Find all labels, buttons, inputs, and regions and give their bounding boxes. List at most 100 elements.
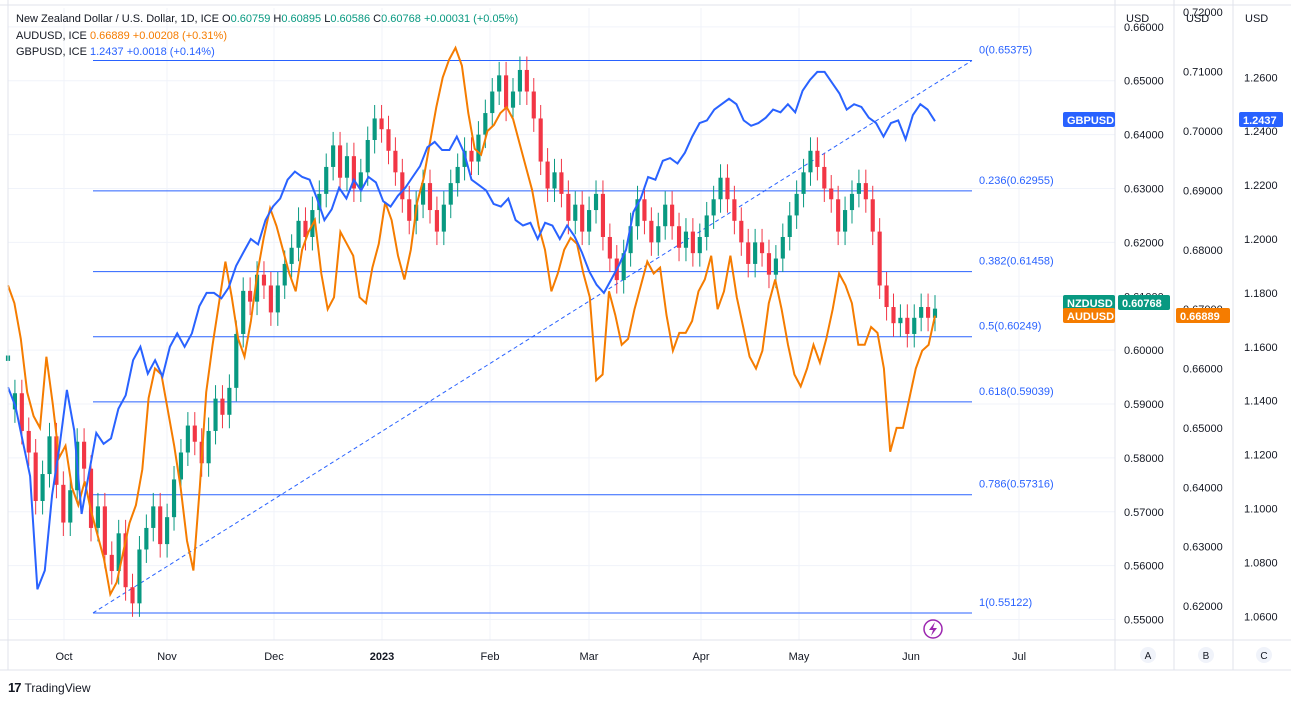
candle-body: [434, 210, 439, 232]
candle-body: [158, 506, 163, 545]
candle-body: [386, 129, 391, 151]
axis-b-tick: 0.71000: [1183, 67, 1223, 79]
axis-c-tick: 1.1200: [1244, 450, 1278, 462]
candle-body: [932, 308, 938, 318]
axis-c-tick: 1.2000: [1244, 234, 1278, 246]
aud-value-tag-text: 0.66889: [1180, 311, 1220, 323]
axis-b-tick: 0.63000: [1183, 542, 1223, 554]
axis-unit-label: USD: [1126, 13, 1149, 25]
candle-body: [469, 150, 474, 162]
axis-c-tick: 1.0600: [1244, 611, 1278, 623]
gbp-value-tag-text: 1.2437: [1243, 115, 1277, 127]
flash-icon[interactable]: [923, 619, 943, 639]
candle-body: [303, 220, 308, 237]
candle-body: [593, 193, 599, 211]
candle-body: [234, 333, 239, 388]
tradingview-logo: 17: [8, 680, 22, 695]
tradingview-brand-text: TradingView: [24, 680, 91, 695]
legend-nzd-l-label: L: [324, 13, 331, 25]
candle-body: [829, 188, 834, 200]
candle-body: [919, 307, 924, 318]
candle-body: [725, 177, 730, 200]
candle-body: [137, 549, 142, 604]
axis-c-tick: 1.1000: [1244, 503, 1278, 515]
audusd-line: [7, 45, 936, 598]
legend-audusd[interactable]: AUDUSD, ICE 0.66889 +0.00208 (+0.31%): [16, 28, 518, 45]
scale-mode-letter: B: [1203, 651, 1210, 662]
legend-nzd-o-label: O: [222, 13, 231, 25]
candle-body: [794, 193, 799, 216]
nzd-name-tag-text: NZDUSD: [1067, 298, 1113, 310]
candle-body: [649, 220, 654, 243]
legend-nzd-close: 0.60768: [381, 13, 421, 25]
axis-b-tick: 0.62000: [1183, 601, 1223, 613]
price-axes[interactable]: USD USD USD0.660000.650000.640000.630000.6…: [1124, 7, 1278, 663]
axis-a-tick: 0.60000: [1124, 345, 1164, 357]
grid-lines: [8, 8, 1115, 640]
axis-b-tick: 0.68000: [1183, 245, 1223, 257]
time-tick: Oct: [55, 651, 72, 663]
candle-body: [351, 156, 356, 189]
candle-body: [926, 307, 931, 318]
candle-body: [476, 134, 481, 162]
scale-mode-button: [1140, 647, 1156, 663]
nzd-value-tag-text: 0.60768: [1122, 298, 1162, 310]
fib-level-label: 0.5(0.60249): [979, 321, 1041, 333]
axis-b-tick: 0.69000: [1183, 185, 1223, 197]
axis-c-tick: 1.1800: [1244, 288, 1278, 300]
axis-b-tick: 0.65000: [1183, 423, 1223, 435]
aud-name-tag-bg: [1063, 308, 1115, 323]
candle-body: [531, 91, 536, 119]
axis-c-tick: 1.2400: [1244, 126, 1278, 138]
legend-nzdusd[interactable]: New Zealand Dollar / U.S. Dollar, 1D, IC…: [16, 11, 518, 28]
candle-body: [628, 226, 633, 254]
candle-body: [372, 118, 377, 141]
fib-level-label: 0(0.65375): [979, 45, 1032, 57]
candle-body: [248, 290, 253, 302]
candle-body: [732, 199, 737, 221]
candle-body: [441, 204, 446, 232]
candle-body: [254, 274, 260, 302]
scale-mode-button: [1256, 647, 1272, 663]
candle-body: [683, 231, 689, 248]
axis-a-tick: 0.66000: [1124, 22, 1164, 34]
candle-body: [289, 247, 294, 264]
candle-body: [849, 193, 855, 211]
tradingview-branding[interactable]: 17 TradingView: [8, 680, 91, 695]
trend-line[interactable]: [92, 60, 973, 614]
candle-body: [517, 69, 523, 92]
legend-nzd-low: 0.60586: [330, 13, 371, 25]
candle-body: [898, 317, 903, 324]
axis-b-tick: 0.70000: [1183, 126, 1223, 138]
candle-body: [670, 204, 675, 227]
aud-name-tag-text: AUDUSD: [1067, 311, 1114, 323]
candle-body: [227, 387, 232, 415]
audusd-series-line: [7, 45, 936, 598]
candle-body: [95, 506, 101, 528]
candle-body: [192, 425, 197, 442]
gbp-name-tag-bg: [1063, 112, 1115, 127]
legend-gbpusd[interactable]: GBPUSD, ICE 1.2437 +0.0018 (+0.14%): [16, 44, 518, 61]
nzd-name-tag-bg: [1063, 295, 1115, 310]
time-tick: Nov: [157, 651, 177, 663]
candle-body: [116, 533, 121, 572]
fib-level-label: 0.236(0.62955): [979, 175, 1054, 187]
scale-mode-letter: C: [1260, 651, 1267, 662]
axis-a-tick: 0.62000: [1124, 237, 1164, 249]
candle-body: [815, 150, 820, 167]
candle-body: [393, 150, 398, 173]
time-tick: Jun: [902, 651, 920, 663]
candle-body: [753, 242, 758, 264]
candle-body: [331, 145, 336, 167]
candle-body: [151, 506, 156, 528]
candle-body: [61, 484, 66, 523]
candle-body: [842, 210, 848, 232]
candle-body: [33, 452, 38, 501]
time-axis[interactable]: Oct Nov Dec 2023 Feb Mar Apr May Jun Jul: [55, 651, 1026, 663]
candle-body: [656, 226, 661, 243]
fib-level-label: 0.382(0.61458): [979, 256, 1054, 268]
aud-value-tag-bg: [1176, 308, 1230, 323]
candle-body: [268, 285, 273, 313]
legend-nzd-change: +0.00031 (+0.05%): [423, 13, 519, 25]
